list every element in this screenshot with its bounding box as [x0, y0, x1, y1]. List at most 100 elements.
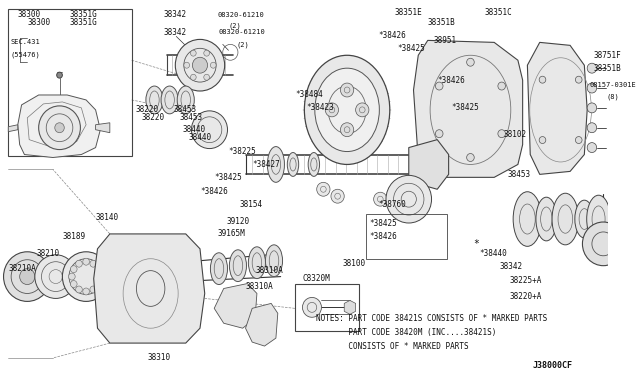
Circle shape: [97, 273, 104, 280]
Polygon shape: [246, 304, 278, 346]
Polygon shape: [409, 140, 449, 189]
Circle shape: [211, 62, 216, 68]
Ellipse shape: [211, 253, 227, 285]
Ellipse shape: [513, 192, 541, 246]
Ellipse shape: [552, 193, 579, 245]
Circle shape: [70, 266, 77, 273]
Text: *: *: [474, 239, 479, 249]
Circle shape: [204, 74, 209, 80]
Text: *38426: *38426: [200, 187, 228, 196]
Circle shape: [193, 57, 207, 73]
Ellipse shape: [191, 111, 227, 148]
Ellipse shape: [4, 252, 51, 301]
Circle shape: [539, 76, 546, 83]
Ellipse shape: [229, 250, 246, 282]
Text: *38425: *38425: [397, 44, 425, 53]
Text: 08320-61210: 08320-61210: [219, 29, 266, 35]
Text: 38751F: 38751F: [594, 51, 621, 60]
Polygon shape: [8, 125, 18, 132]
Bar: [8, 9, 132, 155]
Circle shape: [356, 103, 369, 117]
Text: 38225+A: 38225+A: [509, 276, 541, 285]
Ellipse shape: [305, 55, 390, 164]
Text: 38351G: 38351G: [69, 10, 97, 19]
Circle shape: [191, 74, 196, 80]
Text: 38100: 38100: [342, 259, 365, 268]
Text: (8): (8): [606, 94, 619, 100]
Ellipse shape: [268, 147, 284, 182]
Ellipse shape: [308, 153, 319, 176]
Ellipse shape: [35, 255, 77, 298]
Text: 38440: 38440: [183, 125, 206, 134]
Circle shape: [90, 286, 97, 293]
Circle shape: [340, 83, 354, 97]
Text: 38310A: 38310A: [246, 282, 273, 291]
Text: *38426: *38426: [378, 31, 406, 40]
Ellipse shape: [266, 245, 282, 277]
Ellipse shape: [248, 247, 266, 279]
Text: 38351E: 38351E: [394, 8, 422, 17]
Circle shape: [303, 298, 321, 317]
Polygon shape: [95, 123, 110, 133]
Circle shape: [70, 280, 77, 288]
Circle shape: [76, 260, 83, 267]
Circle shape: [55, 123, 64, 133]
Circle shape: [184, 62, 189, 68]
Text: 38951: 38951: [433, 36, 456, 45]
Circle shape: [587, 142, 596, 153]
Circle shape: [498, 130, 506, 138]
Text: C8320M: C8320M: [303, 274, 330, 283]
Circle shape: [392, 187, 406, 201]
Circle shape: [68, 273, 75, 280]
Circle shape: [317, 182, 330, 196]
Circle shape: [582, 222, 624, 266]
Circle shape: [435, 82, 443, 90]
Circle shape: [331, 189, 344, 203]
Polygon shape: [413, 41, 523, 177]
Text: 08157-0301E: 08157-0301E: [589, 82, 636, 88]
Text: 38453: 38453: [179, 113, 202, 122]
Text: J38000CF: J38000CF: [532, 362, 572, 371]
Text: *38425: *38425: [214, 173, 242, 182]
Text: SEC.431: SEC.431: [10, 39, 40, 45]
Text: *38484: *38484: [295, 90, 323, 99]
Text: *38225: *38225: [228, 147, 256, 156]
Bar: [366, 214, 447, 259]
Text: *38423: *38423: [307, 103, 334, 112]
Circle shape: [575, 76, 582, 83]
Text: PART CODE 38420M (INC....38421S): PART CODE 38420M (INC....38421S): [316, 328, 496, 337]
Circle shape: [587, 63, 596, 73]
Text: *38426: *38426: [369, 232, 397, 241]
Circle shape: [95, 280, 102, 288]
Text: 38342: 38342: [164, 10, 187, 19]
Circle shape: [374, 192, 387, 206]
Text: 38453: 38453: [173, 105, 196, 114]
Text: 38310A: 38310A: [255, 266, 283, 275]
Ellipse shape: [177, 86, 195, 114]
Circle shape: [340, 123, 354, 137]
Circle shape: [20, 269, 35, 285]
Text: 38351C: 38351C: [484, 8, 513, 17]
Text: 38440: 38440: [189, 133, 212, 142]
Circle shape: [467, 58, 474, 66]
Text: 39120: 39120: [227, 217, 250, 225]
Bar: [295, 283, 360, 331]
Ellipse shape: [287, 153, 299, 176]
Text: 38351B: 38351B: [428, 18, 456, 27]
Text: CONSISTS OF * MARKED PARTS: CONSISTS OF * MARKED PARTS: [316, 341, 468, 350]
Circle shape: [498, 82, 506, 90]
Circle shape: [467, 154, 474, 161]
Text: 38102: 38102: [504, 130, 527, 139]
Circle shape: [83, 258, 90, 265]
Circle shape: [325, 103, 339, 117]
Ellipse shape: [536, 197, 557, 241]
Circle shape: [83, 288, 90, 295]
Text: (2): (2): [228, 22, 241, 29]
Text: *38440: *38440: [479, 249, 507, 258]
Ellipse shape: [386, 175, 431, 223]
Text: 38342: 38342: [164, 28, 187, 37]
Text: 38300: 38300: [28, 18, 51, 27]
Circle shape: [587, 123, 596, 133]
Ellipse shape: [146, 86, 163, 114]
Text: 38300: 38300: [18, 10, 41, 19]
